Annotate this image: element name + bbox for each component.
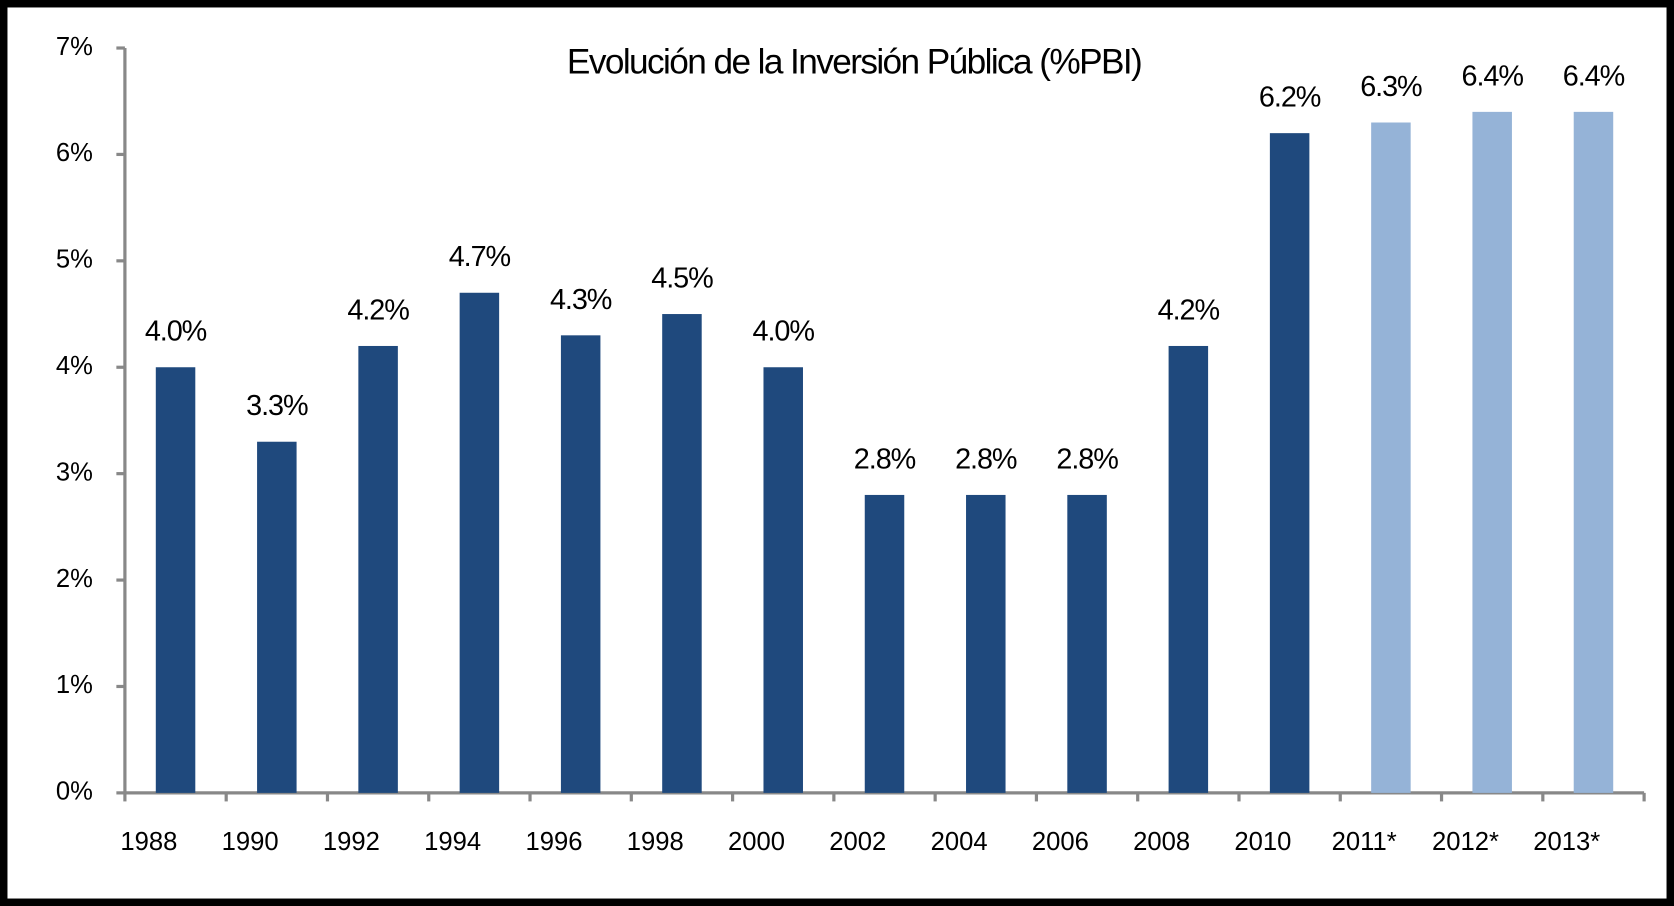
value-label: 4.2% bbox=[347, 294, 409, 326]
x-tick-label: 2010 bbox=[1234, 828, 1291, 856]
x-tick-label: 1992 bbox=[323, 828, 380, 856]
bar bbox=[1573, 111, 1614, 793]
value-label: 2.8% bbox=[955, 443, 1017, 475]
x-tick-label: 1996 bbox=[525, 828, 582, 856]
bar bbox=[560, 335, 601, 793]
value-label: 4.0% bbox=[753, 316, 815, 348]
bar bbox=[155, 367, 196, 793]
y-tick-label: 4% bbox=[56, 352, 93, 380]
bar bbox=[1168, 345, 1209, 793]
x-tick-label: 2004 bbox=[931, 828, 988, 856]
x-tick-label: 2008 bbox=[1133, 828, 1190, 856]
bar bbox=[257, 441, 297, 793]
bar bbox=[358, 345, 398, 793]
x-tick-label: 1998 bbox=[627, 828, 684, 856]
value-label: 6.2% bbox=[1259, 82, 1321, 114]
y-tick-label: 3% bbox=[56, 458, 93, 486]
x-tick-label: 1994 bbox=[424, 828, 481, 856]
x-tick-label: 2013* bbox=[1533, 828, 1600, 856]
value-label: 2.8% bbox=[1056, 443, 1118, 475]
value-label: 3.3% bbox=[246, 390, 308, 422]
y-tick-label: 5% bbox=[56, 246, 93, 274]
value-label: 6.4% bbox=[1461, 60, 1523, 92]
bar bbox=[1067, 494, 1107, 793]
bar bbox=[662, 314, 702, 793]
chart-title: Evolución de la Inversión Pública (%PBI) bbox=[567, 42, 1141, 81]
x-tick-label: 1990 bbox=[222, 828, 279, 856]
value-label: 4.0% bbox=[145, 316, 207, 348]
x-tick-label: 1988 bbox=[120, 828, 177, 856]
value-label: 2.8% bbox=[854, 443, 916, 475]
y-tick-label: 6% bbox=[56, 139, 93, 167]
bar bbox=[864, 494, 905, 793]
value-label: 6.3% bbox=[1360, 71, 1422, 103]
x-tick-label: 2002 bbox=[829, 828, 886, 856]
y-tick-label: 2% bbox=[56, 565, 93, 593]
bar bbox=[1269, 133, 1310, 793]
y-tick-label: 7% bbox=[56, 33, 93, 61]
bar bbox=[459, 292, 500, 793]
x-tick-label: 2011* bbox=[1332, 828, 1397, 856]
bar bbox=[1472, 111, 1512, 793]
value-label: 6.4% bbox=[1563, 60, 1625, 92]
bar bbox=[1371, 122, 1411, 793]
x-tick-label: 2012* bbox=[1432, 828, 1499, 856]
x-tick-label: 2000 bbox=[728, 828, 785, 856]
value-label: 4.7% bbox=[449, 241, 511, 273]
value-label: 4.5% bbox=[651, 263, 713, 295]
bar bbox=[763, 367, 803, 793]
y-tick-label: 1% bbox=[56, 671, 93, 699]
bar bbox=[966, 494, 1006, 793]
value-label: 4.3% bbox=[550, 284, 612, 316]
x-tick-label: 2006 bbox=[1032, 828, 1089, 856]
y-tick-label: 0% bbox=[56, 778, 93, 806]
value-label: 4.2% bbox=[1158, 294, 1220, 326]
